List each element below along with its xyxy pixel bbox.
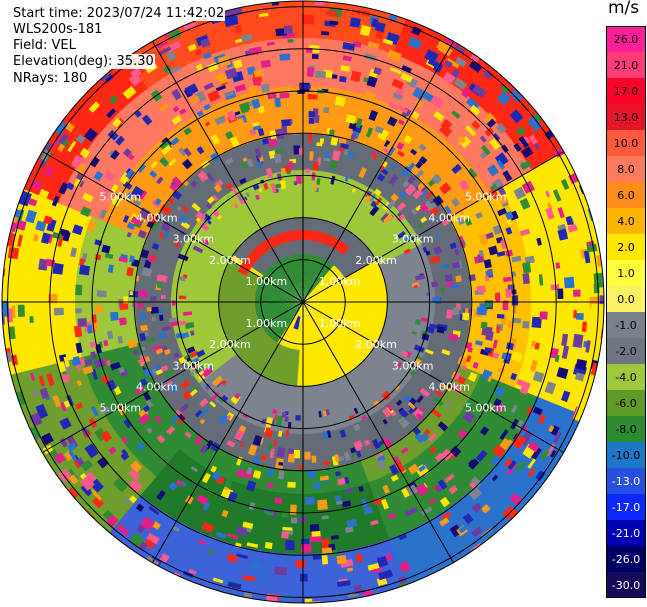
- colorbar-tick-label: 17.0: [614, 85, 639, 98]
- range-ring-label: 4.00km: [428, 380, 470, 393]
- range-ring-label: 3.00km: [173, 233, 215, 246]
- colorbar-tick-label: 2.0: [617, 241, 635, 254]
- range-ring-label: 1.00km: [246, 275, 288, 288]
- colorbar-tick-label: -17.0: [612, 501, 640, 514]
- colorbar-swatch: [606, 260, 646, 287]
- range-ring-label: 5.00km: [465, 402, 507, 415]
- colorbar-swatch: [606, 494, 646, 521]
- colorbar-swatch: [606, 78, 646, 105]
- colorbar-swatch: [606, 546, 646, 573]
- range-ring-label: 2.00km: [209, 254, 251, 267]
- colorbar-tick-label: 26.0: [614, 33, 639, 46]
- colorbar-swatch: [606, 234, 646, 261]
- colorbar-tick-label: 8.0: [617, 163, 635, 176]
- colorbar-swatch: [606, 286, 646, 313]
- colorbar-tick-label: -10.0: [612, 449, 640, 462]
- range-ring-label: 3.00km: [392, 359, 434, 372]
- range-ring-labels: 1.00km 1.00km 1.00km 1.00km 2.00km 2.00km 2.00…: [99, 191, 506, 415]
- azimuth-spokes: [2, 1, 604, 603]
- colorbar-unit-label: m/s: [608, 0, 640, 18]
- colorbar-swatch: [606, 156, 646, 183]
- velocity-colorbar: 26.0 21.0 17.0 13.0 10.0 8.0 6.0 4.0 2.0 1.0 0.0 -1…: [606, 26, 646, 598]
- colorbar-swatch: [606, 338, 646, 365]
- colorbar-swatch: [606, 468, 646, 495]
- range-ring-label: 1.00km: [319, 275, 361, 288]
- range-ring-label: 1.00km: [319, 317, 361, 330]
- colorbar-swatch: [606, 390, 646, 417]
- instrument-label: WLS200s-181: [12, 22, 104, 37]
- colorbar-swatch: [606, 52, 646, 79]
- range-ring-label: 5.00km: [99, 402, 141, 415]
- range-ring-label: 5.00km: [465, 191, 507, 204]
- colorbar-tick-label: 10.0: [614, 137, 639, 150]
- colorbar-swatch: [606, 182, 646, 209]
- colorbar-tick-label: 0.0: [617, 293, 635, 306]
- colorbar-tick-label: -2.0: [615, 345, 636, 358]
- start-time-label: Start time: 2023/07/24 11:42:02: [12, 6, 226, 21]
- colorbar-tick-label: -21.0: [612, 527, 640, 540]
- colorbar-swatch: [606, 416, 646, 443]
- nrays-label: NRays: 180: [12, 71, 89, 86]
- colorbar-swatch: [606, 130, 646, 157]
- colorbar-swatch: [606, 572, 646, 598]
- colorbar-swatch: [606, 208, 646, 235]
- range-ring-label: 3.00km: [173, 359, 215, 372]
- colorbar-tick-label: -13.0: [612, 475, 640, 488]
- colorbar-swatch: [606, 26, 646, 53]
- range-ring-label: 4.00km: [428, 212, 470, 225]
- colorbar-tick-label: -26.0: [612, 553, 640, 566]
- field-label: Field: VEL: [12, 38, 77, 53]
- colorbar-swatch: [606, 104, 646, 131]
- range-ring-label: 2.00km: [209, 338, 251, 351]
- range-ring-label: 3.00km: [392, 233, 434, 246]
- elevation-label: Elevation(deg): 35.30: [12, 54, 155, 69]
- range-ring-label: 5.00km: [99, 191, 141, 204]
- range-ring-label: 1.00km: [246, 317, 288, 330]
- colorbar-tick-label: -8.0: [615, 423, 636, 436]
- range-ring-label: 2.00km: [355, 338, 397, 351]
- colorbar-swatch: [606, 442, 646, 469]
- colorbar-swatch: [606, 520, 646, 547]
- colorbar-swatch: [606, 364, 646, 391]
- colorbar-tick-label: -1.0: [615, 319, 636, 332]
- colorbar-tick-label: 1.0: [617, 267, 635, 280]
- colorbar-tick-label: 13.0: [614, 111, 639, 124]
- range-ring-label: 2.00km: [355, 254, 397, 267]
- colorbar-tick-label: -6.0: [615, 397, 636, 410]
- range-ring-label: 4.00km: [136, 380, 178, 393]
- velocity-ppi-scan: 1.00km 1.00km 1.00km 1.00km 2.00km 2.00km 2.00…: [1, 0, 605, 604]
- range-ring-label: 4.00km: [136, 212, 178, 225]
- colorbar-tick-label: -30.0: [612, 579, 640, 592]
- colorbar-swatch: [606, 312, 646, 339]
- colorbar-tick-label: -4.0: [615, 371, 636, 384]
- colorbar-tick-label: 21.0: [614, 59, 639, 72]
- colorbar-tick-label: 6.0: [617, 189, 635, 202]
- colorbar-tick-label: 4.0: [617, 215, 635, 228]
